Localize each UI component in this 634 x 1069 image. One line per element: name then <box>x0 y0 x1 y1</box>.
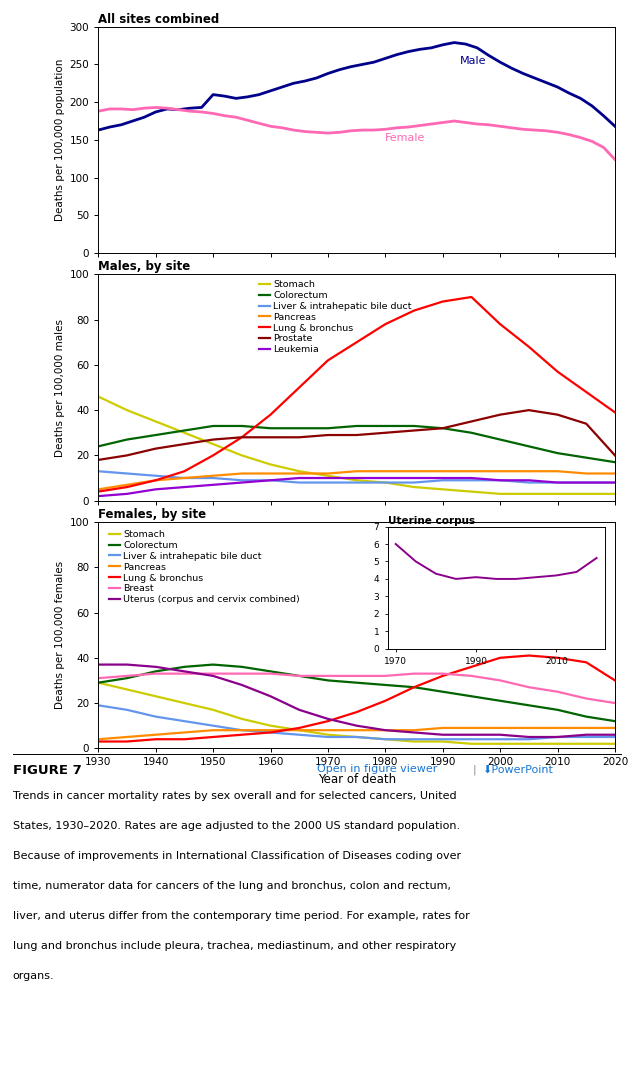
Text: All sites combined: All sites combined <box>98 13 219 26</box>
Text: Because of improvements in International Classification of Diseases coding over: Because of improvements in International… <box>13 851 461 861</box>
Y-axis label: Deaths per 100,000 males: Deaths per 100,000 males <box>55 319 65 456</box>
Legend: Stomach, Colorectum, Liver & intrahepatic bile duct, Pancreas, Lung & bronchus, : Stomach, Colorectum, Liver & intrahepati… <box>255 276 415 358</box>
Text: liver, and uterus differ from the contemporary time period. For example, rates f: liver, and uterus differ from the contem… <box>13 911 469 920</box>
Y-axis label: Deaths per 100,000 females: Deaths per 100,000 females <box>55 561 65 709</box>
Text: States, 1930–2020. Rates are age adjusted to the 2000 US standard population.: States, 1930–2020. Rates are age adjuste… <box>13 821 460 831</box>
Text: time, numerator data for cancers of the lung and bronchus, colon and rectum,: time, numerator data for cancers of the … <box>13 881 451 890</box>
X-axis label: Year of death: Year of death <box>318 773 396 786</box>
Text: ⬇PowerPoint: ⬇PowerPoint <box>482 764 553 774</box>
Text: |: | <box>472 764 476 775</box>
Y-axis label: Deaths per 100,000 population: Deaths per 100,000 population <box>55 59 65 221</box>
Text: Trends in cancer mortality rates by sex overall and for selected cancers, United: Trends in cancer mortality rates by sex … <box>13 791 456 801</box>
Text: Males, by site: Males, by site <box>98 260 191 274</box>
Text: Male: Male <box>460 57 486 66</box>
Text: FIGURE 7: FIGURE 7 <box>13 764 81 777</box>
Text: lung and bronchus include pleura, trachea, mediastinum, and other respiratory: lung and bronchus include pleura, trache… <box>13 941 456 950</box>
Text: Females, by site: Females, by site <box>98 508 207 521</box>
Text: Open in figure viewer: Open in figure viewer <box>317 764 437 774</box>
Text: organs.: organs. <box>13 971 55 980</box>
Legend: Stomach, Colorectum, Liver & intrahepatic bile duct, Pancreas, Lung & bronchus, : Stomach, Colorectum, Liver & intrahepati… <box>105 526 304 608</box>
Text: Female: Female <box>385 133 425 142</box>
